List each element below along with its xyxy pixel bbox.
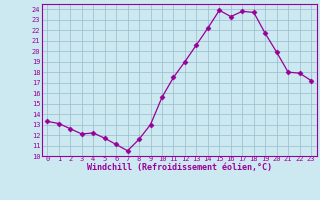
- X-axis label: Windchill (Refroidissement éolien,°C): Windchill (Refroidissement éolien,°C): [87, 163, 272, 172]
